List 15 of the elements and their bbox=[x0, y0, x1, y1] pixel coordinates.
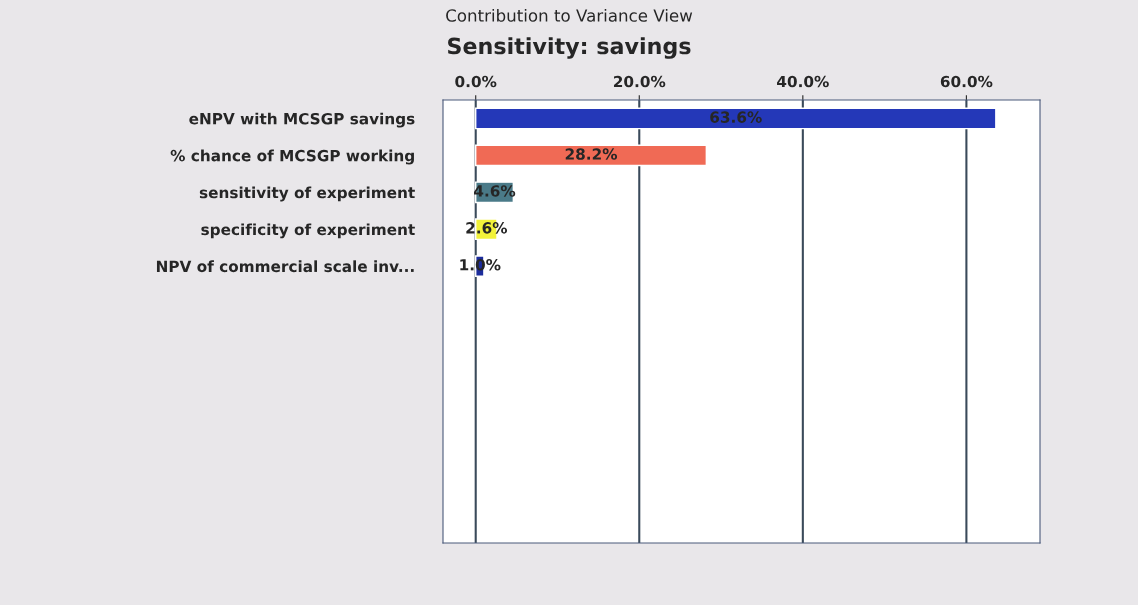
data-label: 63.6% bbox=[710, 111, 762, 123]
x-tick-label: 20.0% bbox=[613, 75, 666, 88]
y-tick-label: specificity of experiment bbox=[201, 223, 415, 239]
x-tick-label: 60.0% bbox=[940, 75, 993, 88]
x-tick-label: 40.0% bbox=[777, 75, 829, 88]
y-tick-label: % chance of MCSGP working bbox=[170, 149, 414, 165]
chart-title: Contribution to Variance View bbox=[446, 8, 693, 22]
chart-subtitle: Sensitivity: savings bbox=[448, 37, 691, 59]
y-tick-label: NPV of commercial scale inv... bbox=[156, 260, 414, 273]
bar bbox=[475, 144, 708, 167]
y-tick-label: eNPV with MCSGP savings bbox=[189, 112, 415, 128]
bar bbox=[475, 107, 997, 130]
x-tick-label: 0.0% bbox=[455, 75, 497, 88]
data-label: 28.2% bbox=[565, 148, 618, 160]
y-tick-label: sensitivity of experiment bbox=[199, 186, 415, 202]
